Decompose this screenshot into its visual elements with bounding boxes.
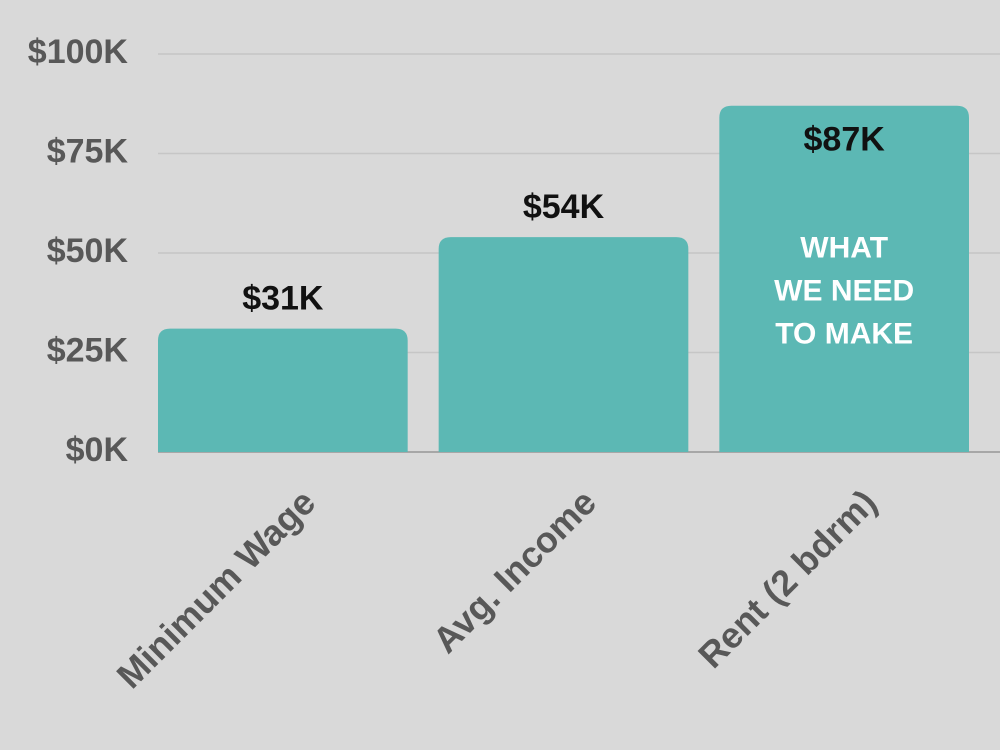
x-tick-label: Avg. Income (424, 481, 603, 660)
value-label: $54K (523, 188, 605, 226)
y-tick-label: $0K (66, 431, 129, 469)
value-label: $87K (804, 121, 886, 159)
x-tick-label: Rent (2 bdrm) (690, 481, 884, 675)
x-tick-label: Minimum Wage (108, 481, 323, 696)
bar (158, 328, 408, 452)
y-tick-label: $25K (47, 331, 129, 369)
y-tick-label: $75K (47, 132, 129, 170)
y-tick-label: $100K (28, 33, 129, 71)
annotation: TO MAKE (775, 318, 913, 351)
bar (719, 105, 969, 453)
annotation: WE NEED (774, 275, 914, 308)
value-label: $31K (242, 280, 324, 318)
y-tick-label: $50K (47, 232, 129, 270)
bar (438, 237, 689, 452)
annotation: WHAT (800, 232, 888, 265)
